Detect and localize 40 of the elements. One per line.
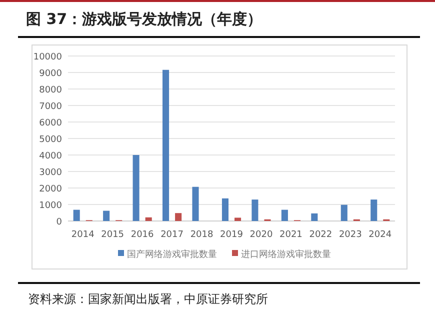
x-tick-label: 2017	[160, 230, 184, 240]
bar	[175, 213, 182, 221]
y-tick-label: 7000	[39, 102, 62, 112]
y-tick-label: 5000	[39, 135, 62, 145]
bar	[234, 218, 242, 221]
x-tick-label: 2023	[338, 230, 362, 240]
x-tick-label: 2016	[130, 230, 154, 240]
bar	[311, 213, 318, 221]
x-tick-label: 2022	[309, 230, 332, 240]
bar	[103, 210, 110, 221]
x-tick-label: 2014	[71, 230, 95, 240]
y-tick-label: 3000	[39, 168, 62, 178]
y-tick-label: 1000	[39, 201, 62, 211]
x-tick-label: 2020	[250, 230, 273, 240]
y-tick-label: 2000	[39, 184, 62, 194]
x-tick-label: 2019	[220, 230, 244, 240]
y-tick-label: 10000	[33, 52, 62, 62]
y-tick-label: 6000	[39, 118, 62, 128]
bar	[132, 155, 140, 221]
bar	[145, 217, 152, 221]
text: 资料来源：国家新闻出版署，中原证券研究所	[28, 292, 268, 306]
x-tick-label: 2021	[280, 230, 302, 240]
x-tick-label: 2015	[101, 230, 124, 240]
y-tick-label: 0	[56, 218, 62, 228]
legend-label: 进口网络游戏审批数量	[241, 249, 331, 260]
bar	[340, 204, 348, 221]
bar	[192, 186, 199, 221]
chart-title: 图 37：游戏版号发放情况（年度）	[26, 10, 262, 28]
x-tick-label: 2018	[190, 230, 214, 240]
y-tick-label: 8000	[39, 86, 62, 96]
bar	[73, 210, 80, 221]
bar	[222, 198, 228, 221]
y-tick-label: 9000	[39, 69, 62, 79]
y-tick-label: 4000	[39, 152, 62, 162]
bar	[252, 200, 258, 221]
bar	[162, 70, 170, 221]
bar	[281, 210, 288, 221]
bar	[370, 200, 378, 221]
legend-label: 国产网络游戏审批数量	[127, 249, 217, 260]
x-tick-label: 2024	[368, 230, 392, 240]
